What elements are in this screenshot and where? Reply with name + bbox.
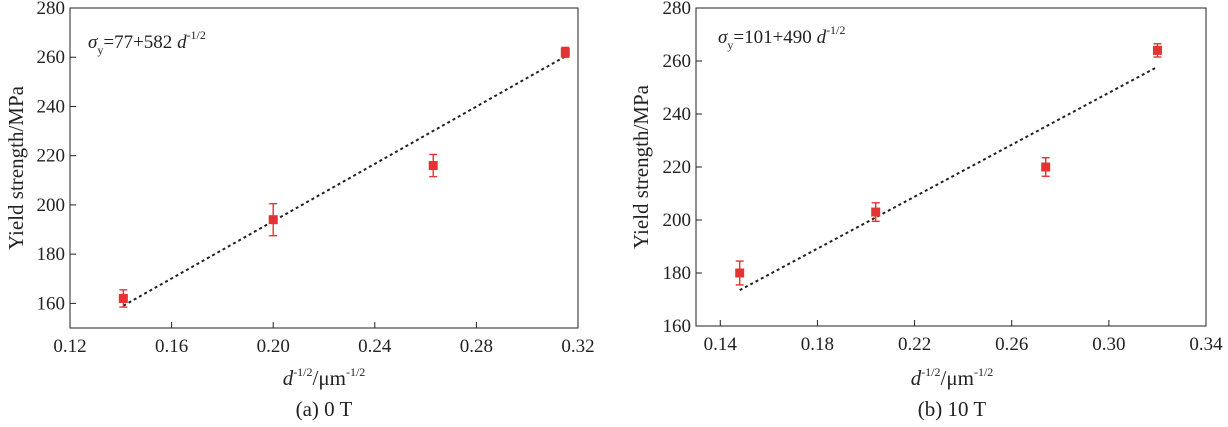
data-point-b-3 bbox=[1152, 45, 1162, 55]
x-tick-label-b-5: 0.34 bbox=[1189, 334, 1223, 355]
y-ticks-a: 160 180 200 220 240 260 280 bbox=[37, 0, 76, 314]
y-tick-label-b-4: 240 bbox=[663, 104, 692, 125]
data-point-a-3 bbox=[560, 47, 570, 57]
data-point-b-2 bbox=[1041, 162, 1051, 172]
y-tick-label-b-6: 280 bbox=[663, 0, 692, 19]
y-axis-label-a: Yield strength/MPa bbox=[4, 85, 28, 250]
x-ticks-a: 0.12 0.16 0.20 0.24 0.28 0.32 bbox=[53, 322, 595, 357]
points-layer-a bbox=[118, 46, 570, 308]
y-tick-label-a-3: 220 bbox=[37, 146, 66, 167]
panel-b: 0.14 0.18 0.22 0.26 0.30 0.34 160 180 200 220 240… bbox=[629, 0, 1223, 421]
caption-a: (a) 0 T bbox=[296, 397, 353, 421]
y-ticks-b: 160 180 200 220 240 260 280 bbox=[663, 0, 702, 337]
y-tick-label-b-5: 260 bbox=[663, 51, 692, 72]
points-layer-b bbox=[735, 43, 1162, 286]
data-point-a-0 bbox=[118, 293, 128, 303]
y-tick-label-a-5: 260 bbox=[37, 47, 66, 68]
y-tick-label-b-2: 200 bbox=[663, 210, 692, 231]
x-tick-label-b-1: 0.18 bbox=[801, 334, 834, 355]
x-tick-label-a-5: 0.32 bbox=[561, 336, 594, 357]
x-tick-label-b-2: 0.22 bbox=[898, 334, 931, 355]
x-tick-label-a-2: 0.20 bbox=[257, 336, 290, 357]
x-tick-label-a-4: 0.28 bbox=[460, 336, 493, 357]
equation-b: σy=101+490 d-1/2 bbox=[718, 23, 845, 52]
y-tick-label-a-2: 200 bbox=[37, 195, 66, 216]
fit-line-b bbox=[739, 65, 1158, 292]
fit-line-a bbox=[122, 55, 566, 307]
x-axis-label-b: d-1/2/μm-1/2 bbox=[911, 365, 994, 390]
plot-frame-a bbox=[69, 7, 579, 329]
x-tick-label-a-1: 0.16 bbox=[155, 336, 188, 357]
y-tick-label-b-0: 160 bbox=[663, 316, 692, 337]
x-tick-label-b-4: 0.30 bbox=[1092, 334, 1125, 355]
data-point-a-2 bbox=[428, 161, 438, 171]
x-ticks-b: 0.14 0.18 0.22 0.26 0.30 0.34 bbox=[704, 320, 1223, 355]
data-point-b-0 bbox=[735, 268, 745, 278]
y-tick-label-a-0: 160 bbox=[37, 293, 66, 314]
data-point-a-1 bbox=[268, 215, 278, 225]
equation-a: σy=77+582 d-1/2 bbox=[88, 28, 206, 57]
y-tick-label-b-3: 220 bbox=[663, 157, 692, 178]
x-tick-label-b-3: 0.26 bbox=[995, 334, 1028, 355]
fit-line-layer-b bbox=[739, 65, 1158, 292]
x-tick-label-a-0: 0.12 bbox=[53, 336, 86, 357]
x-tick-label-a-3: 0.24 bbox=[358, 336, 392, 357]
data-point-b-1 bbox=[871, 207, 881, 217]
y-axis-label-b: Yield strength/MPa bbox=[629, 84, 653, 249]
y-tick-label-a-4: 240 bbox=[37, 96, 66, 117]
caption-b: (b) 10 T bbox=[918, 397, 987, 421]
fit-line-layer-a bbox=[122, 55, 566, 307]
panel-a: 0.12 0.16 0.20 0.24 0.28 0.32 160 180 200 220 240… bbox=[4, 0, 595, 421]
x-axis-label-a: d-1/2/μm-1/2 bbox=[283, 365, 366, 390]
y-tick-label-b-1: 180 bbox=[663, 263, 692, 284]
y-tick-label-a-1: 180 bbox=[37, 244, 66, 265]
x-tick-label-b-0: 0.14 bbox=[704, 334, 738, 355]
plot-frame-b bbox=[695, 7, 1207, 327]
y-tick-label-a-6: 280 bbox=[37, 0, 66, 19]
